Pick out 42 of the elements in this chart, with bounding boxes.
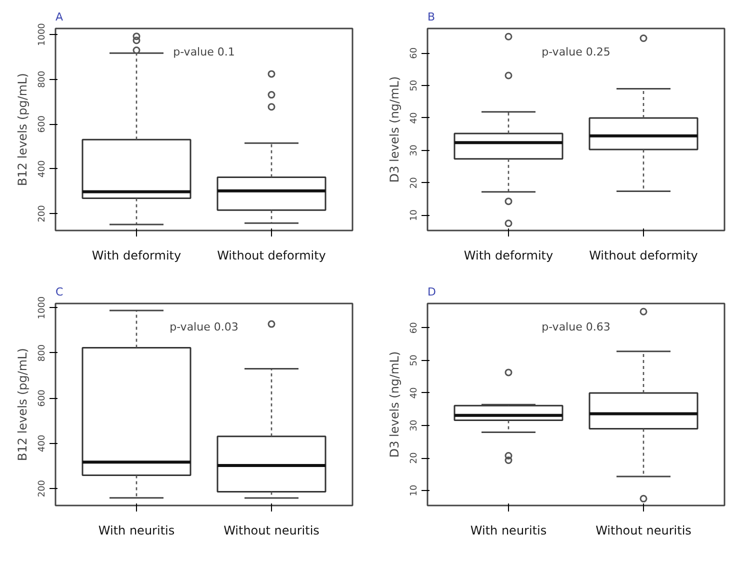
y-tick-label: 400: [38, 160, 48, 178]
y-tick-label: 40: [410, 386, 420, 399]
y-tick-label: 20: [410, 452, 420, 464]
x-tick-label: With neuritis: [98, 524, 175, 538]
y-axis-title: D3 levels (ng/mL): [388, 76, 402, 183]
y-tick-label: 200: [38, 480, 48, 498]
annotation: p-value 0.25: [542, 46, 610, 58]
y-tick-label: 800: [38, 70, 48, 88]
y-tick-label: 50: [410, 354, 420, 366]
y-tick-label: 40: [410, 112, 420, 124]
x-tick-label: Without deformity: [589, 248, 698, 262]
chart-title: B: [428, 10, 436, 24]
y-tick-label: 800: [38, 344, 48, 362]
y-tick-label: 10: [410, 484, 420, 496]
y-tick-label: 600: [38, 389, 48, 407]
y-tick-label: 60: [410, 322, 420, 334]
chart-title: A: [56, 10, 64, 24]
x-tick-label: With deformity: [92, 248, 182, 262]
y-tick-label: 50: [410, 80, 420, 92]
y-tick-label: 1000: [38, 296, 48, 320]
y-tick-label: 20: [410, 176, 420, 189]
chart-title: C: [56, 286, 64, 298]
annotation: p-value 0.03: [170, 320, 238, 334]
annotation: p-value 0.1: [173, 46, 235, 58]
y-axis-title: B12 levels (pg/mL): [16, 73, 30, 186]
y-tick-label: 30: [410, 419, 420, 432]
x-tick-label: With neuritis: [470, 524, 547, 538]
y-tick-label: 10: [410, 209, 420, 221]
annotation: p-value 0.63: [542, 320, 610, 334]
y-tick-label: 1000: [38, 22, 48, 46]
y-tick-label: 200: [38, 204, 48, 222]
y-axis-title: B12 levels (pg/mL): [16, 348, 30, 461]
chart-title: D: [428, 286, 436, 298]
x-tick-label: With deformity: [464, 248, 554, 262]
y-tick-label: 600: [38, 115, 48, 133]
y-tick-label: 30: [410, 144, 420, 156]
x-tick-label: Without deformity: [217, 248, 326, 262]
y-tick-label: 400: [38, 434, 48, 452]
x-tick-label: Without neuritis: [224, 524, 320, 538]
x-tick-label: Without neuritis: [596, 524, 692, 538]
y-axis-title: D3 levels (ng/mL): [388, 351, 402, 458]
y-tick-label: 60: [410, 47, 420, 59]
